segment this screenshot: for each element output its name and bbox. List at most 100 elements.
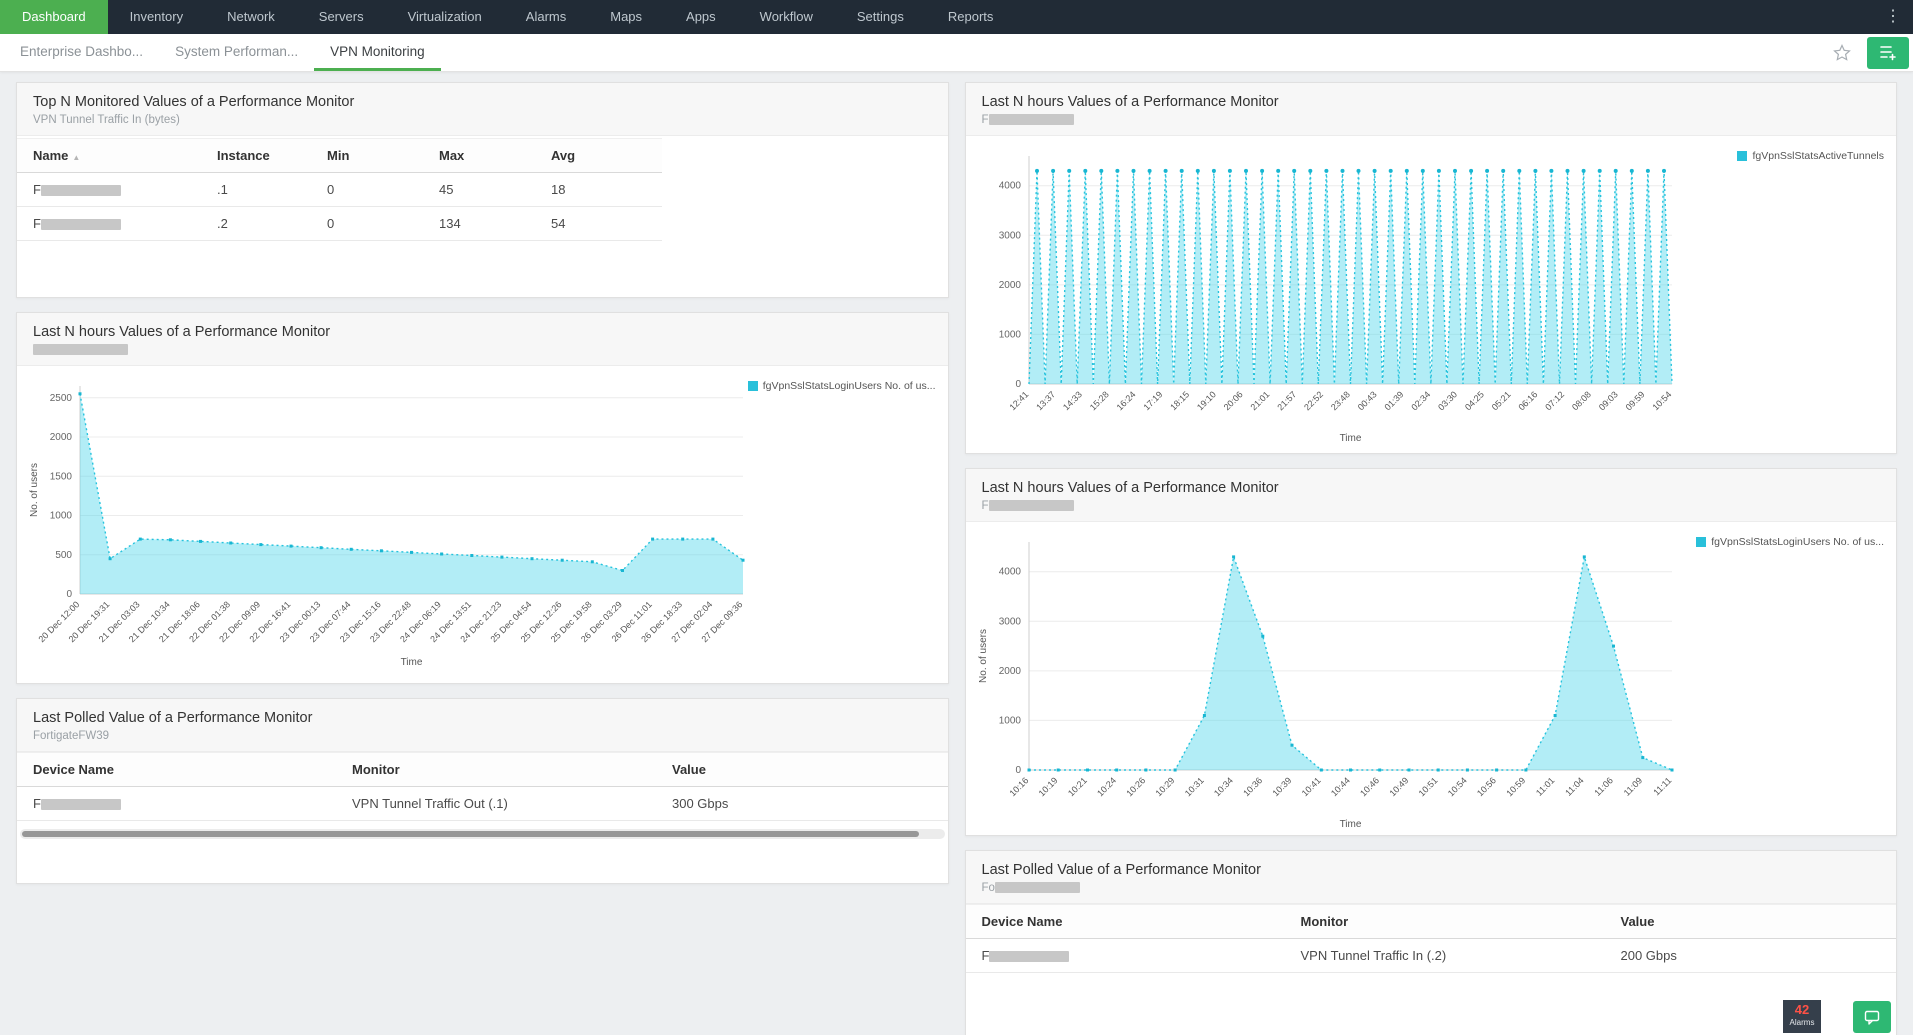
table-row[interactable]: F .2 0 134 54 — [17, 206, 662, 241]
svg-text:No. of users: No. of users — [978, 629, 989, 683]
svg-text:Time: Time — [401, 657, 423, 668]
legend-swatch — [1737, 151, 1748, 161]
cell-value: 300 Gbps — [662, 786, 948, 821]
widget-last-n-hours-right-mid: Last N hours Values of a Performance Mon… — [964, 468, 1897, 836]
svg-text:Time: Time — [1339, 433, 1361, 444]
svg-text:10:51: 10:51 — [1416, 775, 1439, 798]
nav-item-workflow[interactable]: Workflow — [759, 9, 813, 24]
tab-vpn-monitoring[interactable]: VPN Monitoring — [314, 34, 441, 71]
svg-text:4000: 4000 — [998, 181, 1021, 192]
chart-legend[interactable]: fgVpnSslStatsLoginUsers No. of us... — [747, 380, 936, 392]
svg-text:10:21: 10:21 — [1065, 775, 1088, 798]
scrollbar-thumb[interactable] — [22, 831, 919, 837]
column-header-max: Max — [429, 138, 541, 173]
nav-item-network[interactable]: Network — [227, 9, 275, 24]
chart-wrap: 0 500 1000 1500 2000 2500 20 Dec 12:00 20 Dec 1… — [17, 370, 948, 670]
dashboard-content: Top N Monitored Values of a Performance … — [0, 72, 1913, 1035]
table-row[interactable]: F VPN Tunnel Traffic Out (.1) 300 Gbps — [17, 786, 948, 821]
cell-instance: .2 — [207, 206, 317, 241]
table-row[interactable]: F .1 0 45 18 — [17, 172, 662, 207]
table-header-row: Device Name Monitor Value — [965, 904, 1896, 939]
tab-system-performance[interactable]: System Performan... — [175, 44, 299, 59]
alarms-badge[interactable]: 42 Alarms — [1783, 1000, 1821, 1033]
cell-avg: 18 — [541, 172, 662, 207]
nav-item-reports[interactable]: Reports — [947, 9, 994, 24]
chart-wrap: 0 1000 2000 3000 4000 10:16 10:19 10:21 10:24 10:… — [966, 526, 1897, 832]
feedback-chat-button[interactable] — [1853, 1001, 1891, 1033]
redacted-device-name — [40, 185, 121, 197]
svg-text:10:44: 10:44 — [1328, 775, 1351, 798]
login-users-history-chart[interactable]: 0 500 1000 1500 2000 2500 20 Dec 12:00 20 Dec 1… — [25, 370, 928, 670]
right-column: Last N hours Values of a Performance Mon… — [964, 82, 1897, 1035]
nav-item-settings[interactable]: Settings — [856, 9, 904, 24]
svg-text:17:19: 17:19 — [1141, 389, 1164, 412]
svg-text:10:31: 10:31 — [1182, 775, 1205, 798]
nav-item-inventory[interactable]: Inventory — [129, 9, 184, 24]
svg-text:3000: 3000 — [998, 230, 1021, 241]
device-name-prefix: F — [33, 182, 41, 197]
widget-header: Last N hours Values of a Performance Mon… — [965, 83, 1896, 136]
svg-text:00:43: 00:43 — [1355, 389, 1378, 412]
tabbar-actions — [1833, 34, 1913, 71]
widget-last-n-hours-right-top: Last N hours Values of a Performance Mon… — [964, 82, 1897, 454]
login-users-peaks-chart[interactable]: 0 1000 2000 3000 4000 10:16 10:19 10:21 10:24 10:… — [974, 526, 1877, 832]
column-header-value: Value — [662, 752, 948, 787]
device-name-prefix: F — [33, 796, 41, 811]
svg-text:20:06: 20:06 — [1221, 389, 1244, 412]
nav-item-apps[interactable]: Apps — [686, 9, 716, 24]
svg-text:2000: 2000 — [998, 666, 1021, 677]
svg-text:11:06: 11:06 — [1592, 775, 1615, 798]
chart-legend[interactable]: fgVpnSslStatsActiveTunnels — [1737, 150, 1884, 162]
svg-text:01:39: 01:39 — [1382, 389, 1405, 412]
svg-text:3000: 3000 — [998, 616, 1021, 627]
widget-last-polled-right: Last Polled Value of a Performance Monit… — [964, 850, 1897, 1035]
table-header-row: Device Name Monitor Value — [17, 752, 948, 787]
column-header-monitor: Monitor — [342, 752, 662, 787]
last-polled-table: Device Name Monitor Value F VPN Tunnel T… — [965, 904, 1896, 973]
add-widget-button[interactable] — [1867, 36, 1909, 69]
svg-text:10:16: 10:16 — [1007, 775, 1030, 798]
column-header-name[interactable]: Name ▲ — [17, 138, 207, 173]
alarm-count: 42 — [1794, 1002, 1810, 1017]
svg-text:0: 0 — [1015, 379, 1021, 390]
svg-text:4000: 4000 — [998, 567, 1021, 578]
nav-item-servers[interactable]: Servers — [318, 9, 364, 24]
chart-legend[interactable]: fgVpnSslStatsLoginUsers No. of us... — [1696, 536, 1884, 548]
svg-text:12:41: 12:41 — [1007, 389, 1030, 412]
tab-enterprise-dashboard[interactable]: Enterprise Dashbo... — [20, 44, 144, 59]
widget-last-polled-left: Last Polled Value of a Performance Monit… — [16, 698, 949, 884]
svg-text:04:25: 04:25 — [1462, 389, 1485, 412]
redacted-device-name — [40, 799, 121, 811]
widget-header: Last Polled Value of a Performance Monit… — [965, 851, 1896, 904]
svg-text:06:16: 06:16 — [1516, 389, 1539, 412]
svg-text:0: 0 — [1015, 765, 1021, 776]
favorite-star-icon[interactable] — [1833, 43, 1851, 62]
cell-monitor: VPN Tunnel Traffic In (.2) — [1290, 938, 1611, 973]
svg-text:10:26: 10:26 — [1124, 775, 1147, 798]
svg-text:18:15: 18:15 — [1168, 389, 1191, 412]
widget-subtitle: FortigateFW39 — [33, 730, 110, 742]
svg-text:1000: 1000 — [998, 715, 1021, 726]
kebab-menu-icon[interactable]: ⋮ — [1885, 8, 1901, 25]
column-header-value: Value — [1610, 904, 1896, 939]
column-header-instance: Instance — [207, 138, 317, 173]
svg-text:22:52: 22:52 — [1302, 389, 1325, 412]
nav-item-maps[interactable]: Maps — [610, 9, 643, 24]
svg-text:10:59: 10:59 — [1504, 775, 1527, 798]
widget-title: Last Polled Value of a Performance Monit… — [981, 862, 1261, 878]
table-row[interactable]: F VPN Tunnel Traffic In (.2) 200 Gbps — [965, 938, 1896, 973]
nav-item-alarms[interactable]: Alarms — [525, 9, 567, 24]
nav-item-dashboard[interactable]: Dashboard — [0, 0, 108, 34]
nav-item-virtualization[interactable]: Virtualization — [407, 9, 482, 24]
legend-label: fgVpnSslStatsLoginUsers No. of us... — [762, 380, 936, 392]
legend-swatch — [747, 381, 758, 391]
svg-text:10:49: 10:49 — [1387, 775, 1410, 798]
svg-text:11:11: 11:11 — [1651, 775, 1673, 797]
active-tunnels-history-chart[interactable]: 0 1000 2000 3000 4000 12:41 13:37 14:33 15:28 16:… — [974, 140, 1877, 446]
svg-text:10:19: 10:19 — [1036, 775, 1059, 798]
widget-subtitle: F — [982, 500, 1881, 512]
horizontal-scrollbar[interactable] — [20, 829, 945, 839]
widget-subtitle: Fo — [982, 882, 1881, 894]
subtitle-prefix: Fo — [981, 882, 995, 894]
